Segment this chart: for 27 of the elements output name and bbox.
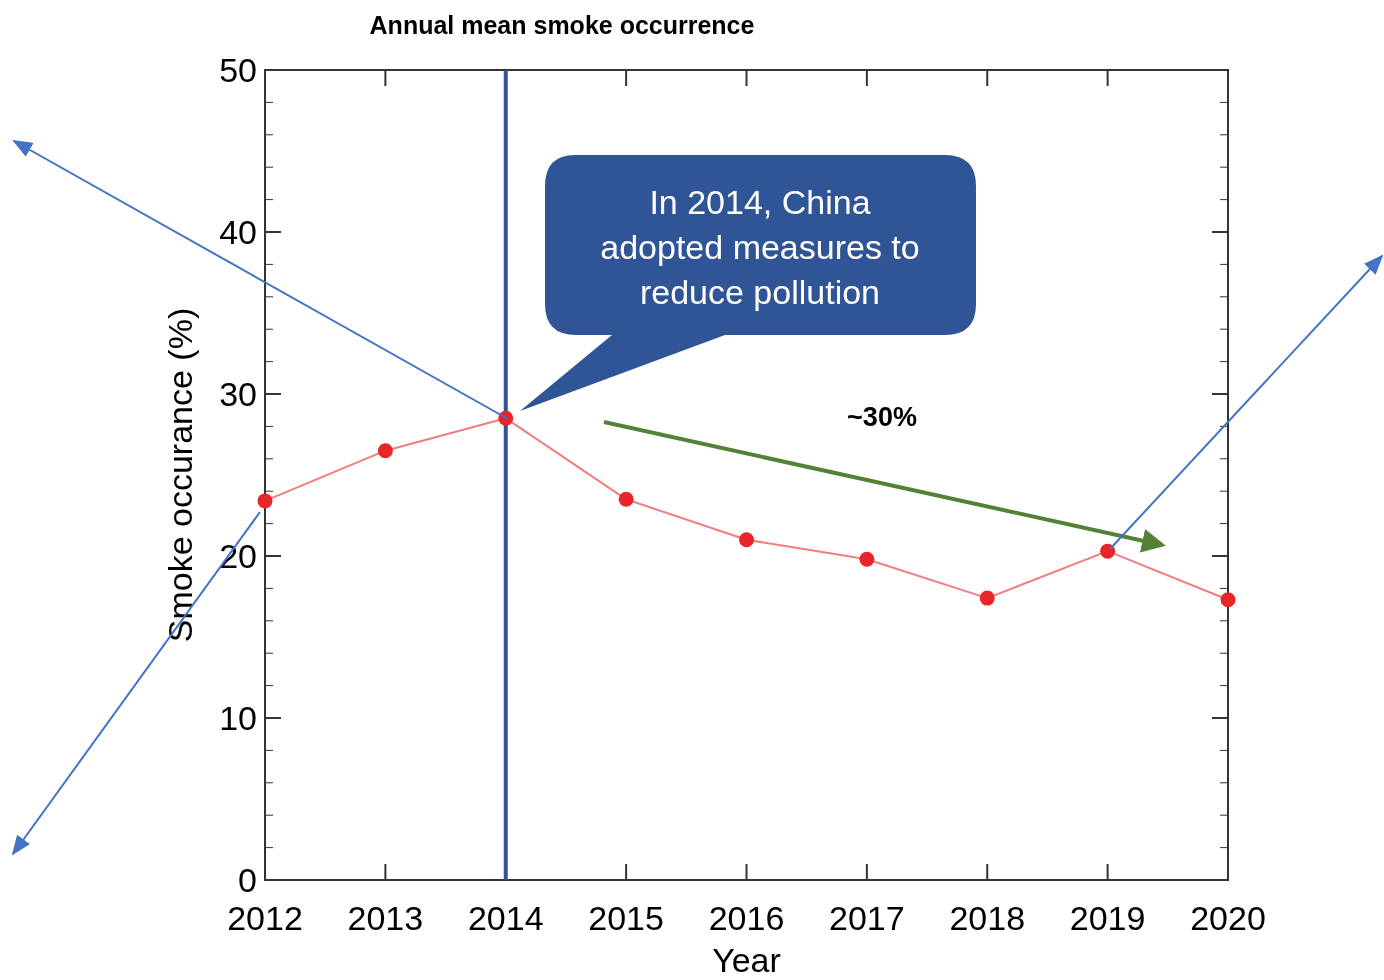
x-tick-label: 2016 [708,899,785,937]
x-tick-label: 2014 [467,899,544,937]
point [377,443,393,459]
annotation: In 2014, China adopted measures to reduce pollution [600,183,920,311]
chart-title: Annual mean smoke occurrence [369,11,755,39]
x-tick-label: 2012 [227,899,303,937]
x-tick-label: 2017 [829,899,905,937]
point [859,551,875,567]
y-tick-label: 40 [219,212,257,251]
x-tick-label: 2015 [588,899,664,937]
y-tick-label: 0 [238,860,257,899]
point [618,491,634,507]
point [979,590,995,606]
point [1100,543,1116,559]
point [739,532,754,548]
x-tick-label: 2013 [347,899,424,937]
x-axis-title: Year [712,941,781,979]
point [1220,592,1236,608]
point [257,493,273,509]
y-axis-title: Smoke occurance (%) [161,307,199,643]
y-tick-label: 10 [219,698,257,737]
x-tick-label: 2019 [1069,899,1146,937]
y-tick-label: 50 [219,50,257,89]
y-tick-label: 30 [219,374,257,413]
x-tick-label: 2020 [1190,899,1266,937]
x-tick-label: 2018 [949,899,1026,937]
annotation: ~30% [847,402,917,432]
